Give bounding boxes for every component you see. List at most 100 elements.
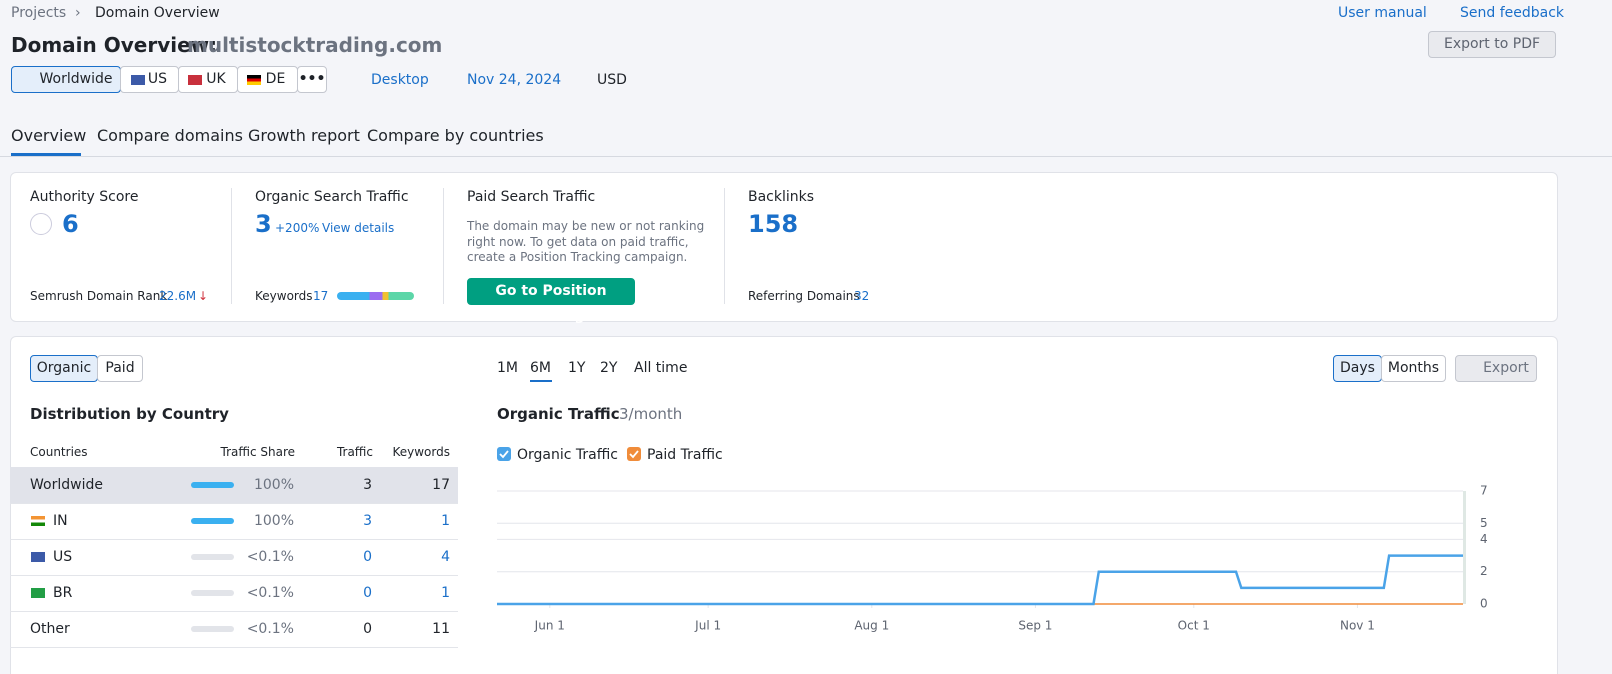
header-link[interactable]: Send feedback bbox=[1460, 5, 1565, 21]
flag-in bbox=[31, 516, 45, 526]
button-text: Export bbox=[1483, 360, 1529, 376]
header-link[interactable]: User manual bbox=[1338, 5, 1427, 21]
button-text: Go to Position Tracking bbox=[495, 283, 607, 324]
column-header: Keywords bbox=[392, 445, 450, 459]
nav-tab[interactable]: Overview bbox=[11, 126, 87, 145]
nav-tab[interactable]: Compare by countries bbox=[367, 126, 544, 145]
x-tick-label: Oct 1 bbox=[1178, 619, 1210, 633]
page-title: Domain Overview: bbox=[11, 33, 218, 57]
rank-arrow: ↓ bbox=[198, 289, 209, 303]
toggle[interactable]: Paid bbox=[97, 355, 143, 382]
metric-label: Paid Search Traffic bbox=[467, 189, 596, 205]
rank-label: Semrush Domain Rank bbox=[30, 289, 168, 303]
export-pdf[interactable]: Export to PDF bbox=[1428, 31, 1556, 58]
legend-check bbox=[499, 450, 509, 459]
db-tab[interactable]: US bbox=[120, 66, 179, 93]
summary-card bbox=[10, 172, 1558, 322]
keywords: 1 bbox=[441, 585, 450, 601]
country: IN bbox=[53, 513, 68, 529]
export-button[interactable]: Export bbox=[1455, 355, 1537, 382]
traffic-share: 100% bbox=[253, 513, 294, 529]
column-header: Traffic bbox=[336, 445, 373, 459]
db-tab[interactable]: Worldwide bbox=[11, 66, 121, 93]
granularity[interactable]: Months bbox=[1381, 355, 1446, 382]
button-text: Days bbox=[1340, 360, 1375, 376]
table-row: IN 100% 3 1 bbox=[10, 503, 458, 540]
legend-label: Paid Traffic bbox=[647, 447, 723, 463]
paid-note: create a Position Tracking campaign. bbox=[467, 250, 688, 264]
metric-value: 6 bbox=[62, 210, 79, 238]
nav-tab[interactable]: Growth report bbox=[248, 126, 360, 145]
device-select[interactable]: Desktop bbox=[371, 72, 429, 88]
paid-note: right now. To get data on paid traffic, bbox=[467, 235, 689, 249]
traffic-share: <0.1% bbox=[246, 585, 294, 601]
flag-us bbox=[31, 552, 45, 562]
series-line bbox=[497, 554, 1463, 606]
traffic: 0 bbox=[363, 621, 372, 637]
nav-divider bbox=[0, 156, 1612, 157]
period[interactable]: 1Y bbox=[568, 360, 586, 376]
chart-title: Organic Traffic bbox=[497, 405, 620, 423]
keyword-intent-bar bbox=[337, 292, 414, 300]
toggle[interactable]: Organic bbox=[30, 355, 98, 382]
plot-edge bbox=[1463, 491, 1466, 604]
table-row: Other <0.1% 0 11 bbox=[10, 611, 458, 648]
flag-us bbox=[131, 75, 145, 85]
traffic-card bbox=[10, 336, 1558, 674]
paid-note: The domain may be new or not ranking bbox=[467, 219, 705, 233]
y-tick-label: 0 bbox=[1480, 597, 1488, 611]
divider bbox=[231, 188, 232, 304]
x-tick-label: Nov 1 bbox=[1340, 619, 1375, 633]
breadcrumb-sep: › bbox=[75, 5, 81, 21]
country: Other bbox=[30, 621, 70, 637]
active-underline bbox=[11, 153, 81, 156]
nav-tab[interactable]: Compare domains bbox=[97, 126, 243, 145]
legend-check bbox=[629, 450, 639, 459]
view-details[interactable]: View details bbox=[322, 221, 395, 235]
period[interactable]: 6M bbox=[530, 360, 551, 376]
keywords: 17 bbox=[432, 477, 450, 493]
metric-label: Backlinks bbox=[748, 189, 815, 205]
divider bbox=[443, 188, 444, 304]
position-tracking-button[interactable]: Go to Position Tracking bbox=[467, 278, 635, 324]
y-tick-label: 5 bbox=[1480, 516, 1488, 530]
period[interactable]: 2Y bbox=[600, 360, 618, 376]
share-bar bbox=[191, 626, 234, 632]
button-text: Export to PDF bbox=[1443, 36, 1541, 52]
country: Worldwide bbox=[30, 477, 103, 493]
tab-text: DE bbox=[265, 71, 286, 87]
x-tick-label: Sep 1 bbox=[1018, 619, 1052, 633]
period-underline bbox=[530, 380, 552, 382]
more-tabs[interactable]: ••• bbox=[297, 66, 327, 93]
keywords: 4 bbox=[441, 549, 450, 565]
y-tick-label: 2 bbox=[1480, 564, 1488, 578]
keywords: 1 bbox=[441, 513, 450, 529]
breadcrumb[interactable]: Projects bbox=[11, 5, 67, 21]
traffic-share: <0.1% bbox=[246, 621, 294, 637]
currency: USD bbox=[597, 72, 627, 88]
table-row: Worldwide 100% 3 17 bbox=[10, 467, 458, 504]
rank-value: 22.6M bbox=[159, 289, 197, 303]
column-header: Traffic Share bbox=[220, 445, 296, 459]
toggle-text: Paid bbox=[105, 360, 135, 376]
legend-checkbox bbox=[497, 447, 511, 461]
db-tab[interactable]: UK bbox=[178, 66, 238, 93]
toggle-text: Organic bbox=[36, 360, 92, 376]
period[interactable]: 1M bbox=[497, 360, 518, 376]
metric-value: 3 bbox=[255, 210, 272, 238]
breadcrumb: Domain Overview bbox=[95, 5, 220, 21]
share-bar bbox=[191, 518, 234, 524]
db-tab[interactable]: DE bbox=[237, 66, 298, 93]
metric-label: Authority Score bbox=[30, 189, 139, 205]
keywords-value: 17 bbox=[313, 289, 329, 303]
traffic: 3 bbox=[363, 513, 372, 529]
granularity[interactable]: Days bbox=[1333, 355, 1382, 382]
domain: multistocktrading.com bbox=[187, 33, 443, 57]
flag-de bbox=[247, 75, 261, 85]
period[interactable]: All time bbox=[634, 360, 688, 376]
metric-label: Organic Search Traffic bbox=[255, 189, 409, 205]
chart: Organic Traffic Paid Traffic 0 2 4 5 7 Jun 1 Jul… bbox=[497, 447, 1488, 633]
table-row: BR <0.1% 0 1 bbox=[10, 575, 458, 612]
date-select[interactable]: Nov 24, 2024 bbox=[467, 72, 562, 88]
